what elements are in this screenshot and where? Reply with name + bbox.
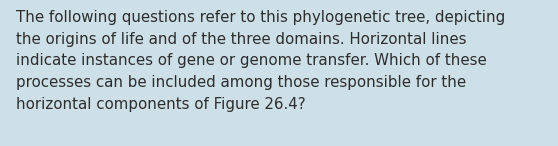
Text: The following questions refer to this phylogenetic tree, depicting
the origins o: The following questions refer to this ph… (16, 10, 505, 112)
